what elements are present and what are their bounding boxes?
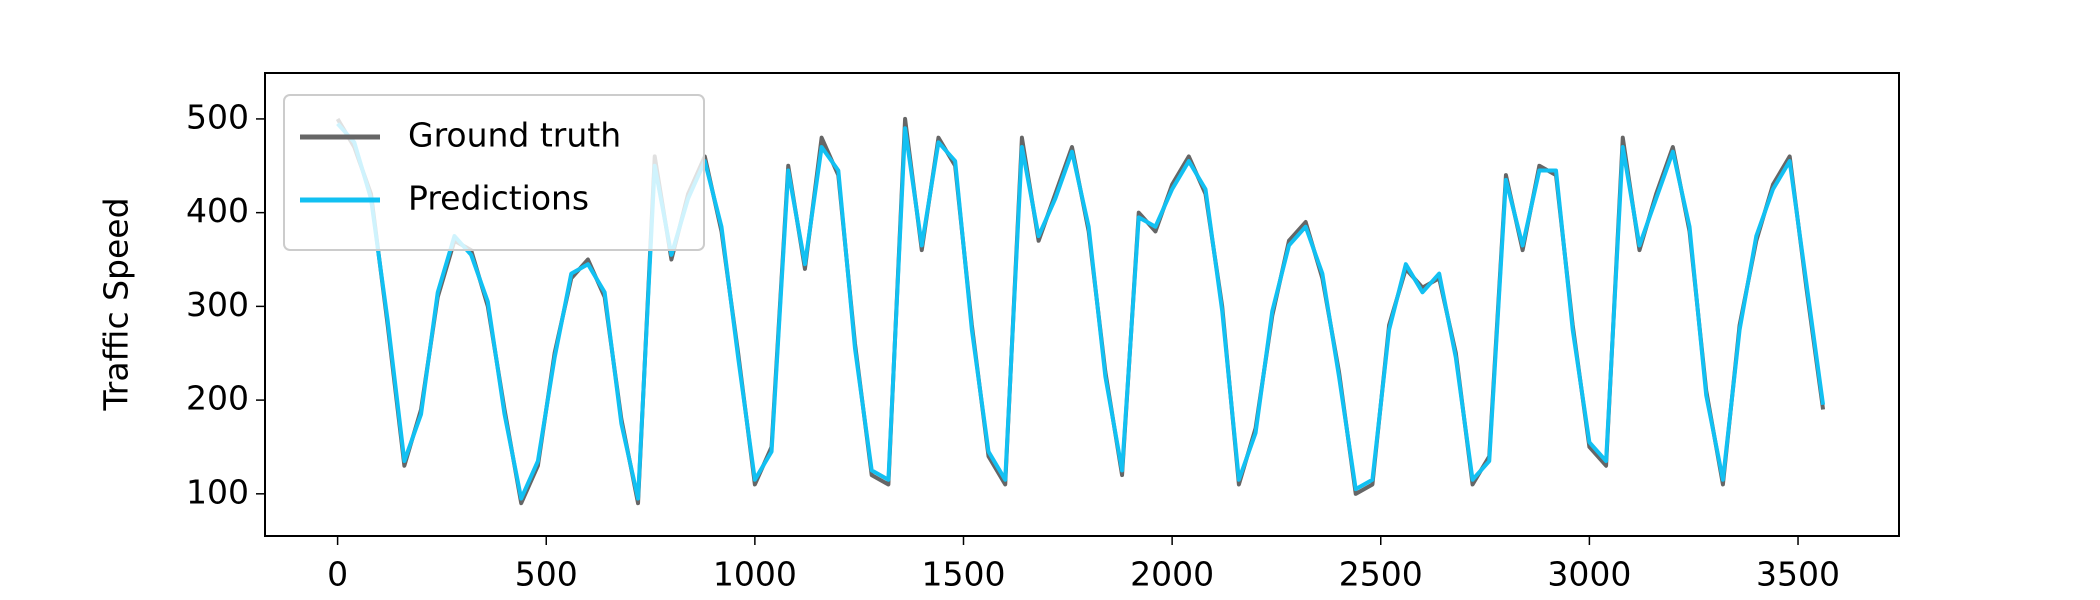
y-tick-label: 500 bbox=[186, 97, 249, 136]
x-tick-label: 500 bbox=[515, 555, 578, 594]
y-axis-label: Traffic Speed bbox=[97, 197, 136, 411]
x-tick-label: 1000 bbox=[713, 555, 797, 594]
x-tick-label: 2500 bbox=[1339, 555, 1423, 594]
x-tick-label: 0 bbox=[327, 555, 348, 594]
y-tick-label: 300 bbox=[186, 285, 249, 324]
series-line bbox=[336, 122, 1826, 501]
x-tick-label: 3000 bbox=[1547, 555, 1631, 594]
y-tick-label: 400 bbox=[186, 191, 249, 230]
y-tick-label: 100 bbox=[186, 472, 249, 511]
y-tick-label: 200 bbox=[186, 379, 249, 418]
legend-label: Ground truth bbox=[408, 116, 621, 155]
x-tick-label: 1500 bbox=[922, 555, 1006, 594]
legend-label: Predictions bbox=[408, 179, 589, 218]
x-tick-label: 2000 bbox=[1130, 555, 1214, 594]
plot-frame bbox=[264, 72, 1900, 537]
legend-box bbox=[283, 94, 705, 251]
x-tick-label: 3500 bbox=[1756, 555, 1840, 594]
